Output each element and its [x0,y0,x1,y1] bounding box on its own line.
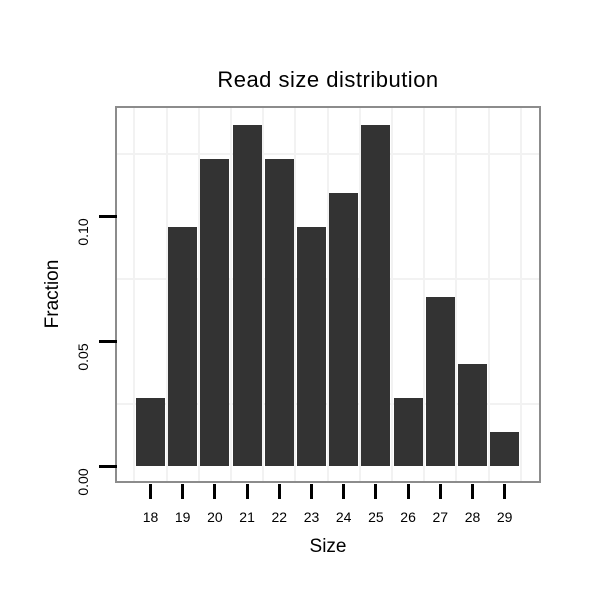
minor-gridline-vertical [326,108,329,481]
y-tick-label: 0.05 [75,343,91,371]
bar-size-26 [393,398,423,466]
x-tick-label: 27 [432,509,449,525]
minor-gridline-vertical [487,108,490,481]
minor-gridline-vertical [391,108,393,481]
minor-gridline-vertical [230,108,232,481]
x-tick [213,484,217,499]
bar-size-24 [329,193,359,466]
x-tick-label: 28 [464,509,481,525]
x-tick-label: 22 [271,509,288,525]
x-tick-label: 26 [400,509,416,525]
x-axis-title: Size [309,536,347,557]
x-tick [438,484,442,499]
x-tick [406,484,410,499]
x-tick [149,484,152,499]
x-tick-label: 24 [335,509,352,525]
bar-size-22 [264,159,294,466]
minor-gridline-vertical [165,108,168,481]
x-tick [181,484,185,499]
y-tick-label: 0.00 [75,468,91,496]
x-tick [277,484,281,499]
x-tick [503,484,507,499]
y-tick [99,339,117,343]
minor-gridline-horizontal [117,402,539,405]
minor-gridline-vertical [197,108,200,481]
bar-size-25 [361,125,391,466]
x-tick-label: 25 [368,509,384,525]
bar-size-29 [490,432,520,466]
bar-size-28 [458,364,487,466]
y-axis-title: Fraction [42,259,63,329]
minor-gridline-vertical [358,108,361,481]
minor-gridline-horizontal [117,152,539,155]
x-tick-label: 18 [142,509,159,525]
y-tick-label: 0.10 [75,218,91,246]
bar-size-19 [168,227,198,466]
chart-title: Read size distribution [217,67,439,92]
x-tick [245,484,249,499]
plot-panel [115,106,541,483]
bar-size-21 [232,125,262,466]
x-tick [310,484,313,499]
x-tick-label: 29 [496,509,513,525]
x-tick-label: 19 [174,509,191,525]
x-tick [374,484,378,499]
bar-size-27 [425,297,455,466]
x-tick [342,484,346,499]
x-tick-label: 21 [239,509,255,525]
minor-gridline-vertical [133,108,136,481]
x-tick [471,484,474,499]
bar-size-20 [200,159,230,466]
y-tick [99,214,117,218]
minor-gridline-vertical [455,108,458,481]
minor-gridline-vertical [519,108,522,481]
bar-size-23 [297,227,326,466]
minor-gridline-vertical [423,108,426,481]
x-tick-label: 20 [207,509,223,525]
minor-gridline-vertical [262,108,265,481]
y-tick [99,464,117,468]
minor-gridline-vertical [294,108,297,481]
x-tick-label: 23 [303,509,320,525]
minor-gridline-horizontal [117,277,539,280]
bar-size-18 [136,398,165,466]
